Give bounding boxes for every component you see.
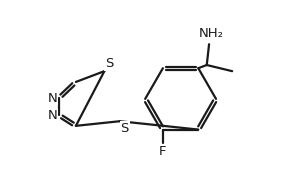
Text: F: F xyxy=(159,145,167,158)
Text: S: S xyxy=(121,122,129,135)
Text: S: S xyxy=(105,57,114,70)
Text: N: N xyxy=(48,109,57,122)
Text: NH₂: NH₂ xyxy=(199,27,224,40)
Text: N: N xyxy=(48,92,57,105)
